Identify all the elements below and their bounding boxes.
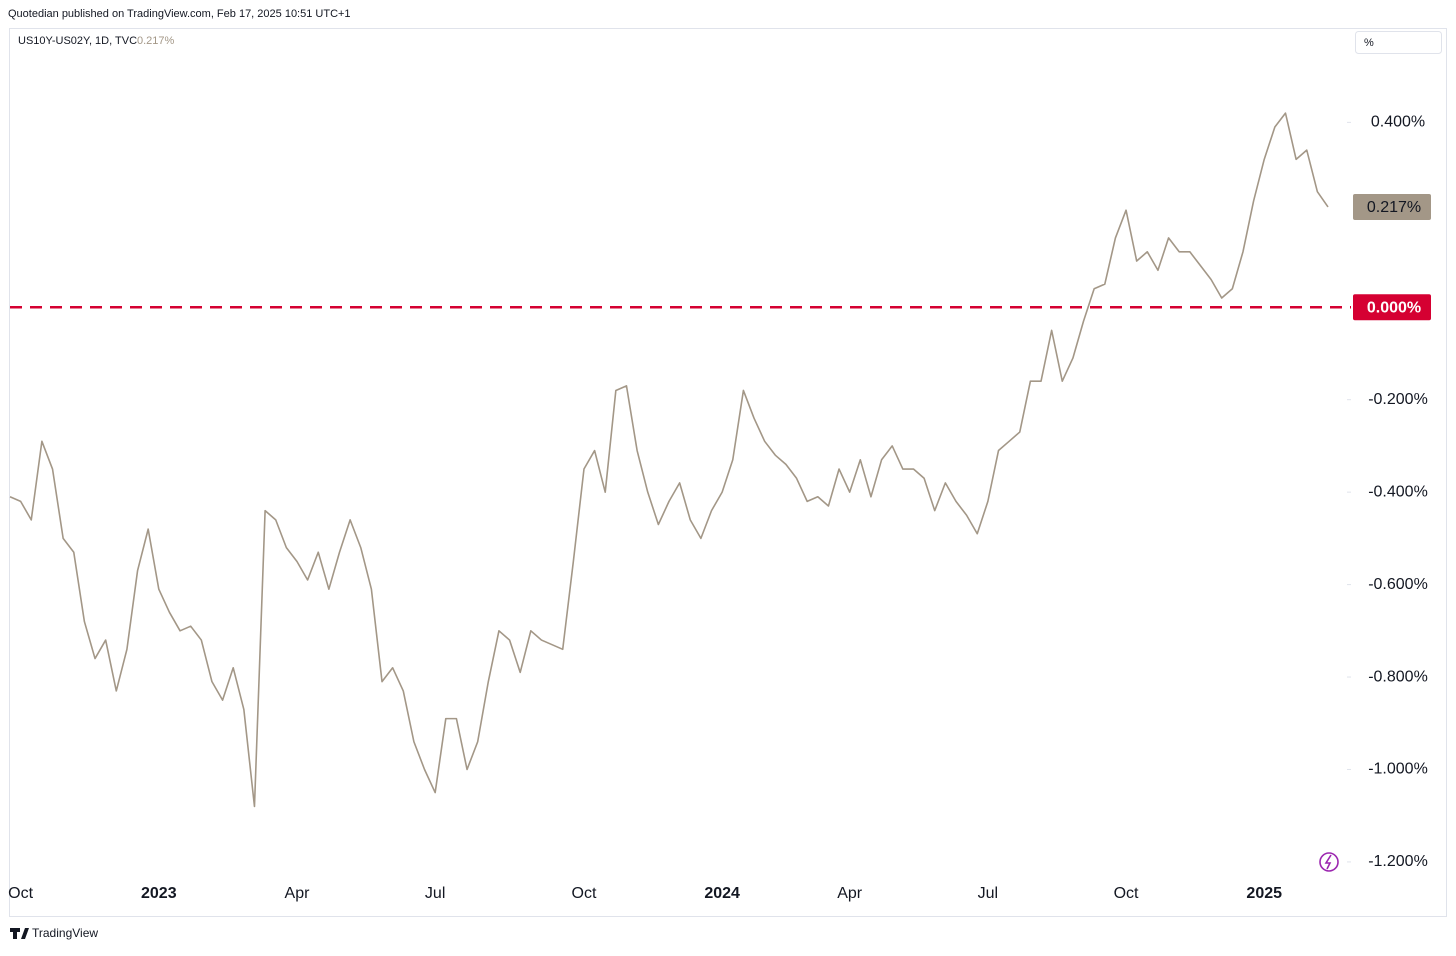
- x-tick-label: Oct: [1114, 885, 1139, 902]
- price-tag: [1353, 193, 1431, 220]
- y-tick-label: -1.000%: [1368, 761, 1428, 778]
- x-tick-label: Oct: [572, 885, 597, 902]
- y-tick-label: -0.200%: [1368, 391, 1428, 408]
- series-line: [9, 112, 1329, 808]
- price-tag-label: 0.217%: [1367, 199, 1421, 216]
- reference-tag-label: 0.000%: [1367, 299, 1421, 316]
- y-tick-label: 0.400%: [1371, 114, 1425, 131]
- brand-logo: [10, 928, 29, 939]
- legend-value: 0.217%: [137, 35, 175, 47]
- chart-frame: [9, 28, 1447, 917]
- x-tick-label: Oct: [8, 885, 33, 902]
- x-tick-label: Apr: [285, 885, 311, 902]
- brand-name: TradingView: [32, 926, 98, 940]
- x-tick-label: Jul: [425, 885, 445, 902]
- unit-label[interactable]: %: [1364, 37, 1374, 49]
- symbol-legend: US10Y-US02Y, 1D, TVC: [18, 35, 137, 47]
- reference-tag: [1353, 294, 1431, 321]
- y-tick-label: -1.200%: [1368, 853, 1428, 870]
- x-tick-label: 2023: [141, 885, 177, 902]
- x-tick-label: 2025: [1246, 885, 1282, 902]
- y-tick-label: -0.400%: [1368, 483, 1428, 500]
- y-tick-label: -0.600%: [1368, 576, 1428, 593]
- x-tick-label: 2024: [704, 885, 740, 902]
- unit-button[interactable]: [1355, 31, 1442, 54]
- y-tick-label: -0.800%: [1368, 668, 1428, 685]
- x-tick-label: Apr: [837, 885, 863, 902]
- x-tick-label: Jul: [978, 885, 998, 902]
- publisher-note: Quotedian published on TradingView.com, …: [8, 8, 351, 20]
- snapshot-icon: [1319, 852, 1339, 872]
